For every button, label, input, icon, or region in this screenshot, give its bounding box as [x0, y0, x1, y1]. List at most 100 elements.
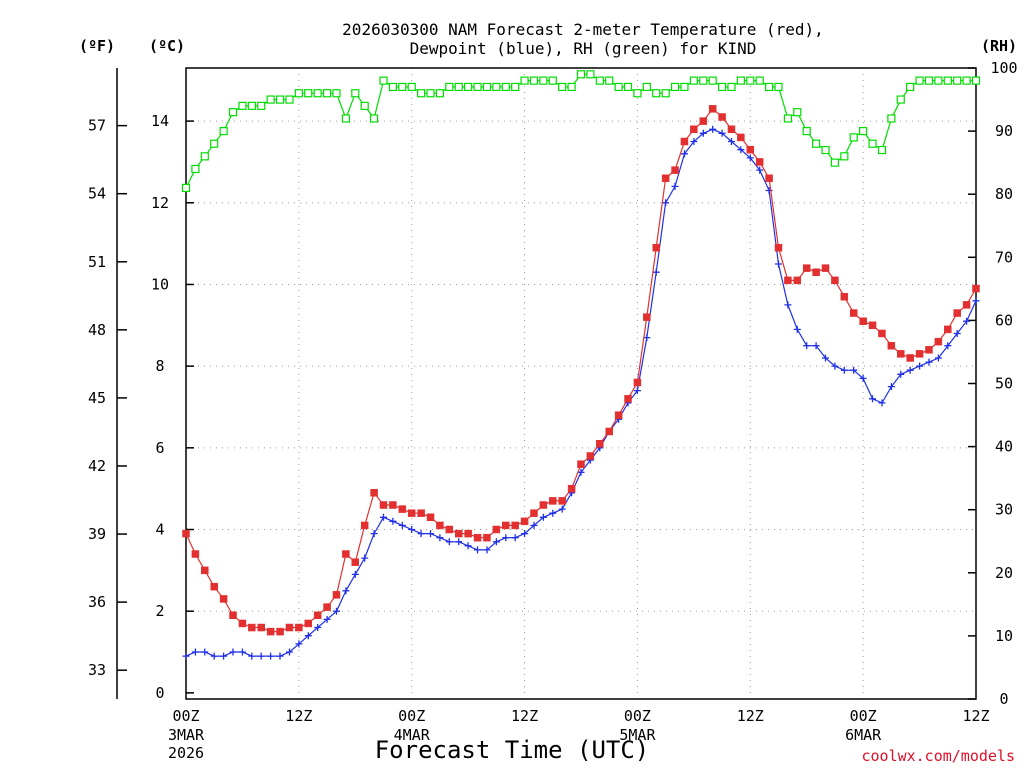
temperature-point — [793, 276, 802, 285]
dewpoint-point — [257, 652, 265, 660]
x-date-label: 5MAR — [619, 726, 656, 744]
rh-point — [755, 76, 764, 85]
temperature-point — [295, 623, 303, 632]
dewpoint-point — [784, 301, 792, 309]
rh-point — [680, 82, 689, 92]
dewpoint-point — [370, 530, 378, 538]
dewpoint-point — [925, 358, 933, 366]
rh-point — [868, 139, 877, 148]
dewpoint-point — [737, 146, 745, 154]
dewpoint-point — [267, 652, 275, 660]
rh-tick-label: 60 — [995, 311, 1013, 329]
temperature-point — [323, 603, 331, 611]
rh-point — [238, 101, 247, 110]
temperature-point — [191, 550, 200, 558]
rh-point — [219, 126, 228, 136]
rh-point — [191, 164, 200, 174]
x-year-label: 2026 — [168, 744, 204, 762]
rh-point — [567, 82, 576, 92]
x-tick-label: 00Z — [172, 707, 199, 725]
rh-point — [727, 82, 736, 92]
temperature-point — [802, 264, 811, 272]
celsius-tick-label: 6 — [155, 439, 164, 457]
rh-point — [877, 145, 887, 155]
rh-point — [971, 76, 981, 85]
temperature-point — [248, 623, 256, 632]
rh-point — [849, 133, 858, 142]
rh-point — [369, 114, 379, 123]
dewpoint-point — [652, 268, 660, 276]
temperature-point — [690, 125, 698, 134]
rh-tick-label: 100 — [990, 59, 1017, 77]
celsius-tick-label: 8 — [155, 357, 164, 375]
temperature-point — [539, 501, 548, 509]
dewpoint-point — [201, 648, 209, 656]
rh-point — [746, 76, 755, 85]
x-tick-label: 00Z — [624, 707, 651, 725]
temperature-point — [934, 337, 943, 346]
rh-point — [906, 82, 915, 92]
temperature-point — [379, 501, 388, 509]
temperature-point — [201, 566, 209, 575]
celsius-axis-header: (ºC) — [149, 37, 185, 55]
celsius-tick-label: 2 — [155, 602, 164, 620]
dewpoint-point — [972, 297, 980, 305]
x-tick-label: 12Z — [962, 707, 989, 725]
dewpoint-point — [511, 534, 519, 542]
temperature-point — [849, 309, 858, 317]
dewpoint-point — [530, 521, 538, 529]
series-layer — [181, 70, 981, 660]
rh-point — [398, 82, 407, 92]
rh-point — [388, 82, 398, 92]
chart-title-line1: 2026030300 NAM Forecast 2-meter Temperat… — [342, 20, 824, 39]
rh-point — [322, 89, 332, 98]
rh-point — [717, 82, 727, 92]
temperature-point — [784, 276, 792, 285]
rh-tick-label: 40 — [995, 438, 1013, 456]
dewpoint-point — [699, 129, 707, 137]
rh-point — [435, 89, 445, 98]
x-tick-label: 00Z — [850, 707, 877, 725]
temperature-point — [746, 145, 755, 154]
fahrenheit-tick-label: 54 — [88, 185, 106, 203]
temperature-point — [699, 117, 708, 125]
fahrenheit-tick-label: 57 — [88, 117, 106, 135]
rh-point — [210, 139, 219, 148]
dewpoint-point — [521, 530, 529, 538]
rh-axis-header: (RH) — [981, 37, 1017, 55]
dewpoint-point — [643, 334, 651, 342]
temperature-point — [417, 509, 425, 517]
fahrenheit-tick-label: 36 — [88, 593, 106, 611]
temperature-point — [708, 105, 717, 113]
fahrenheit-tick-label: 51 — [88, 253, 106, 271]
temperature-point — [266, 627, 275, 636]
dewpoint-point — [878, 399, 886, 407]
rh-point — [595, 76, 604, 85]
rh-point — [943, 76, 952, 85]
rh-point — [670, 82, 680, 92]
temperature-point — [755, 158, 764, 166]
rh-point — [275, 95, 285, 104]
rh-point — [642, 82, 651, 92]
rh-point — [661, 89, 670, 98]
rh-point — [576, 70, 586, 79]
rh-point — [652, 89, 661, 98]
temperature-point — [915, 350, 924, 358]
temperature-point — [727, 125, 736, 134]
temperature-point — [407, 509, 416, 517]
temperature-point — [370, 489, 378, 497]
temperature-point — [229, 611, 237, 620]
dewpoint-point — [690, 138, 698, 145]
temperature-point — [454, 529, 463, 538]
temperature-point — [436, 521, 444, 530]
rh-point — [257, 101, 266, 110]
dewpoint-point — [427, 530, 434, 538]
fahrenheit-tick-label: 33 — [88, 661, 106, 679]
rh-point — [200, 152, 209, 161]
dewpoint-point — [803, 342, 811, 350]
temperature-point — [962, 301, 971, 309]
rh-point — [482, 82, 492, 92]
temperature-point — [765, 174, 773, 183]
